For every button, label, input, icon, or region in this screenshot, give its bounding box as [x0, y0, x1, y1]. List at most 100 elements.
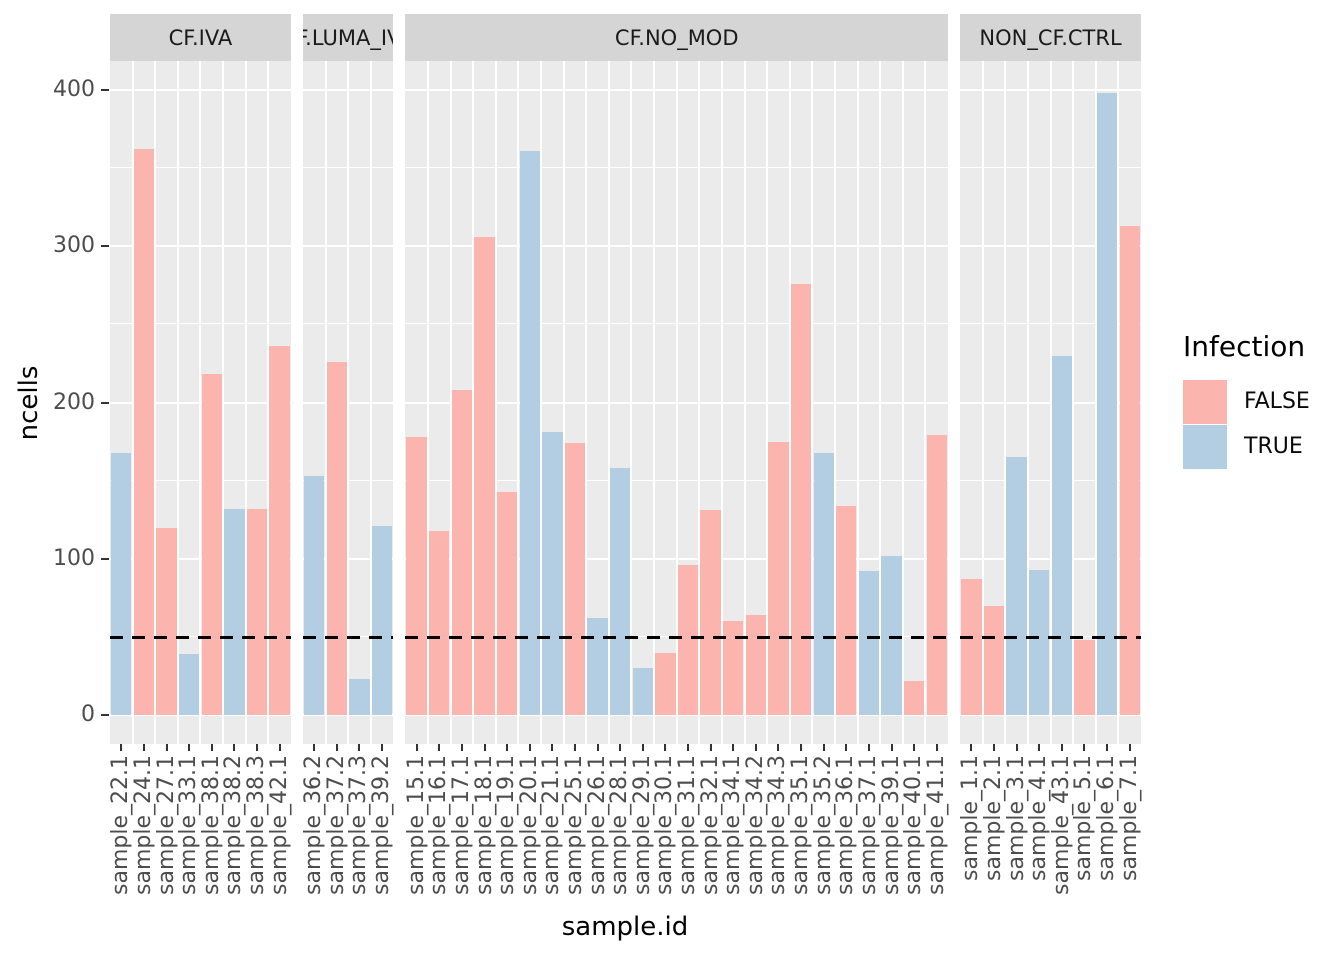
bar [542, 432, 563, 715]
x-tick-label: sample_22.1 [108, 755, 134, 895]
x-axis-tick [528, 744, 531, 751]
gridline-vertical [494, 61, 497, 744]
gridline-vertical [244, 61, 247, 744]
bar [133, 149, 155, 715]
x-tick-label: sample_5.1 [1071, 755, 1097, 881]
x-tick-label: sample_42.1 [266, 755, 292, 895]
x-axis-tick [1128, 744, 1131, 751]
bar [304, 475, 325, 715]
gridline-vertical [720, 61, 723, 744]
gridline-vertical [1026, 61, 1029, 744]
gridline-vertical [879, 61, 882, 744]
bar [178, 654, 200, 715]
bar [111, 452, 132, 715]
x-tick-label: sample_16.1 [426, 755, 452, 895]
bar [246, 508, 268, 715]
bar [429, 530, 450, 715]
gridline-vertical [199, 61, 202, 744]
x-tick-label: sample_17.1 [448, 755, 474, 895]
facet-panel [302, 61, 394, 744]
y-axis-tick [101, 89, 109, 91]
gridline-vertical [653, 61, 656, 744]
x-axis-tick [1038, 744, 1041, 751]
bar [326, 361, 347, 715]
x-axis-tick [188, 744, 191, 751]
x-tick-label: sample_1.1 [958, 755, 984, 881]
x-axis-tick [415, 744, 418, 751]
facet-strip: NON_CF.CTRL [960, 14, 1141, 61]
x-axis-tick [641, 744, 644, 751]
x-tick-label: sample_19.1 [494, 755, 520, 895]
x-tick-label: sample_39.1 [878, 755, 904, 895]
x-axis-tick [754, 744, 757, 751]
gridline-vertical [675, 61, 678, 744]
x-axis-tick [335, 744, 338, 751]
x-tick-label: sample_38.2 [221, 755, 247, 895]
x-tick-label: sample_37.1 [855, 755, 881, 895]
x-tick-label: sample_41.1 [923, 755, 949, 895]
y-tick-label: 300 [53, 233, 95, 259]
x-axis-tick [551, 744, 554, 751]
facet-panel [110, 61, 291, 744]
bar [519, 150, 540, 715]
bar [813, 452, 834, 715]
facet-strip-label: CF.IVA [168, 25, 233, 50]
gridline-vertical [856, 61, 859, 744]
bar [1096, 93, 1118, 715]
x-axis-tick [233, 744, 236, 751]
facet-strip-label: CF.LUMA_IVA [303, 25, 393, 50]
x-axis-tick [381, 744, 384, 751]
legend-label: FALSE [1244, 389, 1310, 414]
x-axis-tick [165, 744, 168, 751]
bar [496, 491, 518, 715]
bar [349, 679, 370, 715]
x-axis-tick [619, 744, 622, 751]
x-axis-tick [255, 744, 258, 751]
gridline-vertical [517, 61, 520, 744]
x-axis-tick [822, 744, 825, 751]
x-tick-label: sample_36.1 [833, 755, 859, 895]
bar [1074, 640, 1095, 715]
bar [836, 505, 857, 715]
x-axis-tick [1106, 744, 1109, 751]
bar [881, 555, 902, 715]
bar [700, 510, 721, 715]
gridline-vertical [472, 61, 475, 744]
gridline-vertical [1094, 61, 1097, 744]
x-axis-tick [993, 744, 995, 751]
legend-entry: FALSE [1183, 379, 1310, 424]
bar [474, 236, 495, 715]
gridline-vertical [449, 61, 452, 744]
x-tick-label: sample_36.2 [301, 755, 327, 895]
x-tick-label: sample_24.1 [130, 755, 156, 895]
legend-swatch-icon [1183, 424, 1227, 469]
x-tick-label: sample_21.1 [539, 755, 565, 895]
gridline-vertical [369, 61, 372, 744]
x-axis-tick [596, 744, 599, 751]
x-axis-tick [935, 744, 938, 751]
gridline-vertical [267, 61, 270, 744]
threshold-line [960, 635, 1141, 639]
gridline-vertical [585, 61, 588, 744]
bar [1006, 457, 1027, 715]
gridline-vertical [743, 61, 746, 744]
x-axis-tick [1060, 744, 1063, 751]
gridline-vertical [154, 61, 157, 744]
x-axis-tick [845, 744, 848, 751]
x-axis-title: sample.id [561, 912, 689, 942]
gridline-vertical [324, 61, 327, 744]
x-tick-label: sample_25.1 [561, 755, 587, 895]
x-axis-tick [732, 744, 735, 751]
x-axis-tick [210, 744, 213, 751]
gridline-vertical [176, 61, 179, 744]
bar [655, 652, 676, 715]
x-tick-label: sample_2.1 [981, 755, 1006, 881]
gridline-vertical [698, 61, 701, 744]
gridline-vertical [347, 61, 350, 744]
x-tick-label: sample_40.1 [901, 755, 927, 895]
x-axis-tick [313, 744, 316, 751]
y-tick-label: 0 [81, 702, 95, 727]
x-axis-tick [120, 744, 123, 751]
gridline-vertical [1117, 61, 1120, 744]
gridline-vertical [630, 61, 633, 744]
